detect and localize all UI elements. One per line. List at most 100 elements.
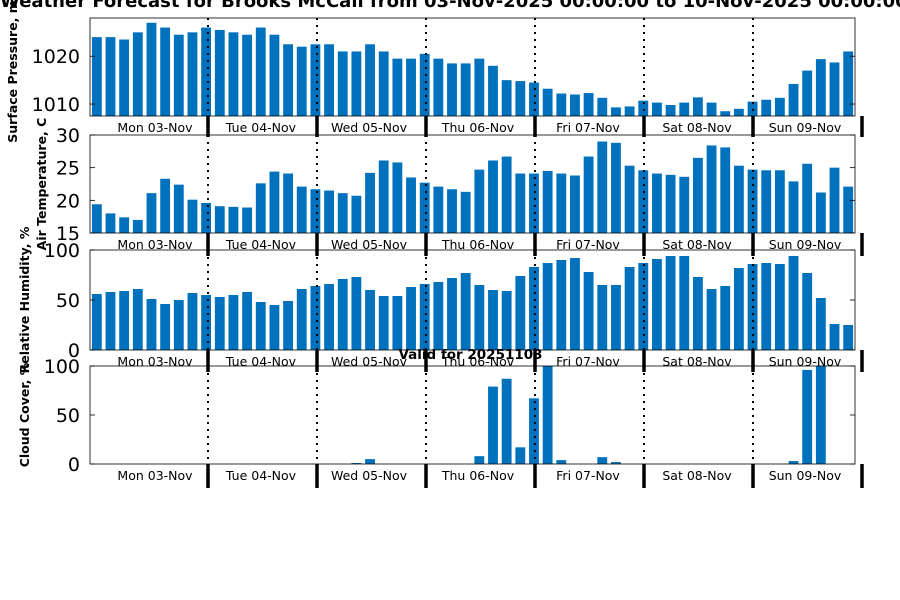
humidity-bar [296,289,307,350]
temperature-bar [392,162,403,233]
temperature-bar [501,156,512,233]
humidity-bar [337,279,348,350]
temperature-bar [583,156,594,233]
pressure-bar [283,44,293,116]
pressure-bar [583,93,594,116]
pressure-bar [392,58,403,116]
temperature-bar [146,193,157,233]
temperature-bar [747,169,758,233]
pressure-day-label: Mon 03-Nov [117,120,193,135]
temperature-bar [474,169,485,233]
pressure-day-label: Tue 04-Nov [225,120,297,135]
temperature-day-label: Wed 05-Nov [331,237,408,252]
cloud-bar [529,398,539,464]
pressure-bar [378,51,389,116]
humidity-day-label: Wed 05-Nov [331,354,408,369]
temperature-bar [214,206,225,233]
humidity-bar [365,290,375,350]
figure-title: Weather Forecast for Brooks McCall from … [0,0,900,12]
pressure-bar [501,80,512,116]
humidity-bar [488,290,498,350]
pressure-day-label: Fri 07-Nov [556,120,620,135]
pressure-bar [733,108,744,116]
cloud-axes-frame [89,365,856,465]
temperature-bar [802,163,813,233]
pressure-bar [529,82,539,116]
chart-panels: 1010 1020 Mon 03-Nov Tue 04-Nov Wed 05-Nov Th… [5,0,864,488]
cloud-bar [611,462,621,464]
temperature-bar [733,165,744,233]
pressure-bar [460,63,471,116]
humidity-bar [706,289,717,350]
temperature-bar [652,173,662,233]
cloud-ytick-label: 0 [68,454,80,476]
temperature-ylabel: Air Temperature, C [34,118,49,251]
humidity-bar [460,273,471,350]
temperature-day-label: Sat 08-Nov [662,237,732,252]
humidity-day-label: Mon 03-Nov [117,354,193,369]
humidity-bar [187,293,198,350]
pressure-bar [201,27,212,117]
humidity-bar [160,304,171,350]
temperature-bar [160,178,171,233]
humidity-bar [583,272,594,350]
temperature-bar [378,160,389,233]
temperature-bar [228,206,239,233]
cloud-day-label: Sun 09-Nov [769,468,842,483]
pressure-bar [815,59,826,116]
temperature-bar [255,183,266,233]
cloud-bar [515,447,526,464]
cloud-bar [556,460,567,464]
pressure-bar [269,34,280,117]
pressure-bar [829,62,840,116]
temperature-ytick-label: 30 [56,125,80,147]
humidity-ytick-label: 50 [56,290,80,312]
pressure-bar [761,99,772,116]
humidity-bar [447,278,457,350]
humidity-bar [378,296,389,350]
cloud-bar [815,366,826,464]
humidity-bar [310,286,321,350]
pressure-day-label: Thu 06-Nov [441,120,515,135]
temperature-bar [624,165,635,233]
pressure-bar [433,58,444,116]
temperature-bar [761,170,772,233]
temperature-bar [665,174,676,233]
temperature-day-label: Tue 04-Nov [225,237,297,252]
temperature-bar [488,160,498,233]
temperature-bar [679,176,690,233]
temperature-bar [556,173,567,233]
temperature-ytick-label: 20 [56,190,80,212]
pressure-bar [255,27,266,117]
temperature-bar [269,171,280,233]
temperature-ytick-label: 25 [56,158,80,180]
cloud-ytick-label: 50 [56,405,80,427]
cloud-bar [351,463,362,464]
cloud-bar [474,456,485,464]
temperature-bar [611,142,621,233]
humidity-bar [570,258,580,350]
pressure-bar [802,70,813,116]
pressure-bar [242,34,253,117]
temperature-bar [529,173,539,233]
panel-humidity: 0 50 100 Mon 03-Nov Tue 04-Nov Wed 05-Nov Thu … [17,226,864,373]
pressure-bar [597,97,608,116]
cloud-bar [501,378,512,464]
pressure-bar [105,37,116,117]
temperature-day-label: Sun 09-Nov [769,237,842,252]
cloud-day-label: Fri 07-Nov [556,468,620,483]
pressure-bar [556,93,567,116]
humidity-bar [173,300,184,350]
humidity-bar [774,264,785,350]
humidity-bar [529,267,539,350]
cloud-day-label: Mon 03-Nov [117,468,193,483]
temperature-bar [242,207,253,233]
pressure-bar [91,37,102,117]
temperature-bar [187,199,198,233]
temperature-bar [460,191,471,233]
cloud-day-label: Sat 08-Nov [662,468,732,483]
humidity-bar [105,292,116,350]
humidity-bar [242,292,253,350]
humidity-bar [501,291,512,350]
pressure-bar [652,102,662,116]
